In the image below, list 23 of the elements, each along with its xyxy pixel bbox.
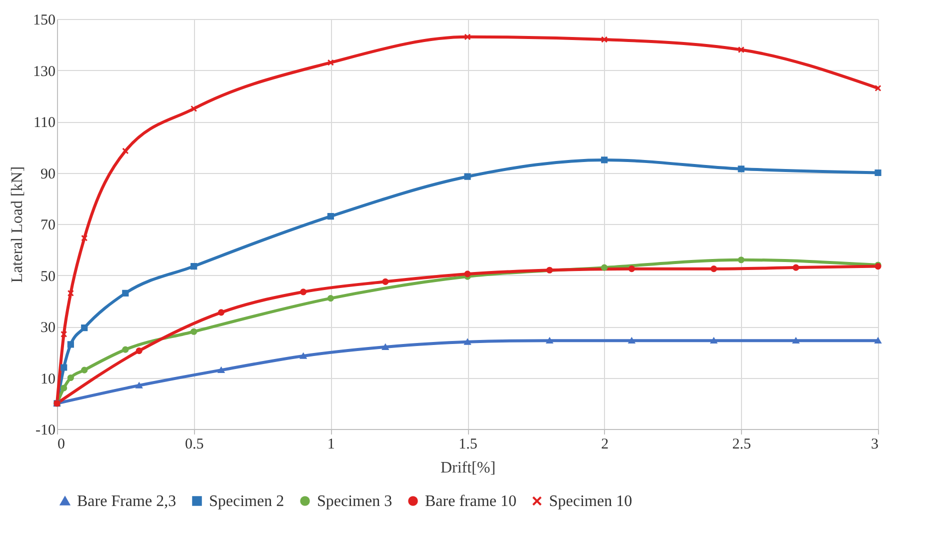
- x-tick-label: 1: [327, 436, 335, 452]
- legend-label: Specimen 3: [317, 493, 392, 510]
- y-tick-label: 70: [40, 218, 56, 234]
- legend-label: Specimen 2: [209, 493, 284, 510]
- x-axis-title: Drift[%]: [440, 460, 496, 476]
- x-tick-label: 0.5: [184, 436, 204, 452]
- y-tick-label: 130: [33, 64, 56, 80]
- x-tick-label: 0: [58, 436, 65, 452]
- y-tick-label: 10: [40, 371, 56, 388]
- x-tick-label: 2.5: [732, 436, 752, 452]
- legend-label: Bare frame 10: [425, 493, 517, 510]
- x-tick-label: 2: [601, 436, 609, 452]
- y-tick-label: -10: [36, 422, 56, 438]
- y-tick-label: 50: [40, 268, 56, 285]
- x-tick-label: 1.5: [458, 436, 478, 452]
- legend-label: Bare Frame 2,3: [77, 493, 176, 510]
- y-tick-label: 30: [40, 320, 56, 336]
- legend-label: Specimen 10: [549, 493, 632, 510]
- y-tick-label: 150: [33, 12, 56, 28]
- x-tick-label: 3: [871, 436, 878, 452]
- y-tick-label: 110: [34, 115, 56, 131]
- y-tick-label: 90: [40, 166, 56, 182]
- y-axis-title: Lateral Load [kN]: [9, 166, 26, 283]
